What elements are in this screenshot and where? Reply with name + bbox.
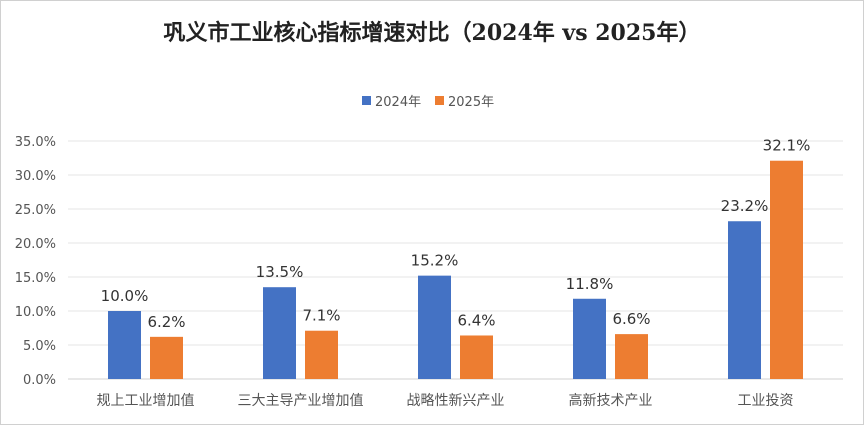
data-label: 15.2%	[411, 252, 459, 270]
data-label: 6.6%	[612, 310, 650, 328]
x-tick-label: 战略性新兴产业	[407, 393, 505, 409]
category-labels: 规上工业增加值 三大主导产业增加值 战略性新兴产业 高新技术产业 工业投资	[97, 392, 794, 409]
bar-2025年	[150, 336, 183, 379]
y-tick-label: 0.0%	[23, 373, 56, 388]
y-tick-label: 35.0%	[15, 135, 56, 150]
x-tick-label: 高新技术产业	[569, 392, 653, 409]
y-tick-label: 15.0%	[15, 271, 56, 286]
bar-2025年	[460, 335, 493, 379]
x-tick-label: 工业投资	[738, 393, 794, 409]
gridlines: 0.0% 5.0% 10.0% 15.0% 20.0% 25.0% 30.0% 35.0%	[15, 135, 843, 388]
bar-2024年	[728, 221, 761, 379]
data-label: 23.2%	[721, 197, 769, 215]
bars: 10.0% 6.2% 13.5% 7.1% 15.2% 6.4% 11.8% 6.6% 23.2…	[101, 137, 811, 379]
legend-swatch	[362, 96, 371, 105]
x-tick-label: 规上工业增加值	[97, 393, 195, 409]
bar-2025年	[305, 330, 338, 379]
legend-label: 2024年	[375, 95, 421, 110]
data-label: 10.0%	[101, 287, 149, 305]
bar-2024年	[418, 275, 451, 379]
data-label: 13.5%	[256, 263, 304, 281]
y-tick-label: 5.0%	[23, 339, 56, 354]
bar-2025年	[615, 334, 648, 379]
bar-2024年	[263, 287, 296, 379]
legend-label: 2025年	[448, 95, 494, 110]
data-label: 7.1%	[302, 307, 340, 325]
data-label: 32.1%	[763, 137, 811, 155]
y-tick-label: 20.0%	[15, 237, 56, 252]
y-tick-label: 10.0%	[15, 305, 56, 320]
bar-2024年	[108, 311, 141, 379]
legend: 2024年 2025年	[362, 95, 494, 110]
chart-title: 巩义市工业核心指标增速对比（2024年 vs 2025年）	[164, 20, 701, 46]
x-tick-label: 三大主导产业增加值	[238, 393, 364, 409]
y-tick-label: 25.0%	[15, 203, 56, 218]
legend-swatch	[435, 96, 444, 105]
data-label: 11.8%	[566, 275, 614, 293]
data-label: 6.4%	[457, 311, 495, 329]
bar-2025年	[770, 160, 803, 379]
data-label: 6.2%	[147, 313, 185, 331]
y-tick-label: 30.0%	[15, 169, 56, 184]
bar-2024年	[573, 298, 606, 379]
